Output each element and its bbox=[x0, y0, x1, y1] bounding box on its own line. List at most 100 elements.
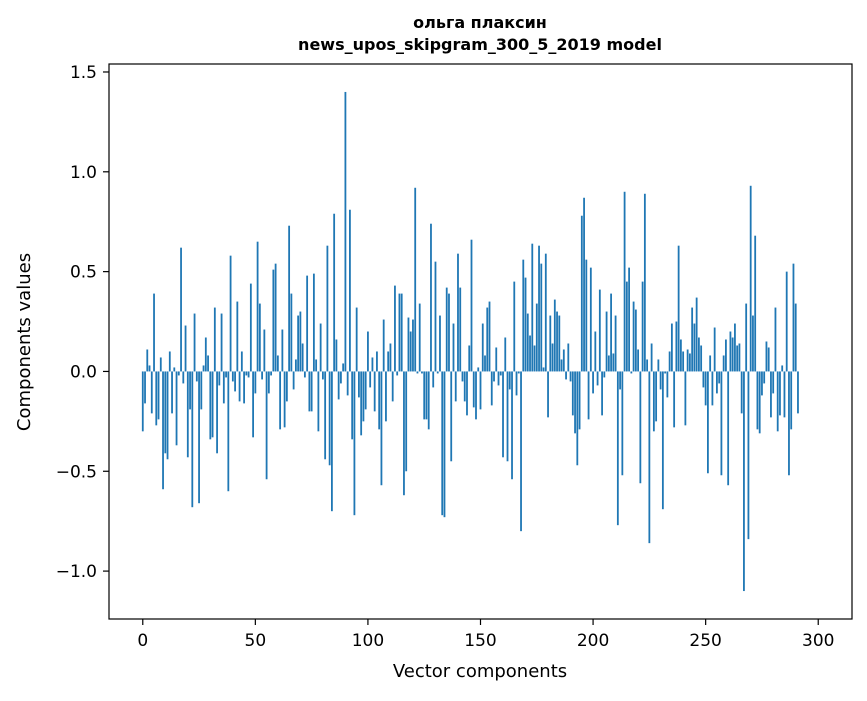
chart-title-line-1: ольга плаксин bbox=[413, 13, 547, 32]
bar-233 bbox=[666, 371, 669, 398]
bar-231 bbox=[661, 371, 664, 510]
bar-254 bbox=[713, 327, 716, 372]
bar-62 bbox=[281, 329, 284, 372]
bar-264 bbox=[736, 345, 739, 372]
bar-68 bbox=[294, 359, 297, 372]
bar-191 bbox=[571, 371, 574, 416]
bar-249 bbox=[702, 371, 705, 388]
bar-280 bbox=[772, 371, 775, 394]
y-tick-label: −1.0 bbox=[56, 562, 97, 582]
bar-165 bbox=[513, 281, 516, 372]
bar-78 bbox=[317, 371, 320, 432]
bar-91 bbox=[346, 371, 349, 396]
bar-228 bbox=[655, 371, 658, 422]
bar-72 bbox=[303, 371, 306, 378]
bar-237 bbox=[675, 321, 678, 372]
bar-92 bbox=[349, 209, 351, 372]
bar-138 bbox=[452, 323, 455, 372]
bar-210 bbox=[614, 315, 617, 372]
bar-4 bbox=[150, 371, 153, 414]
bar-147 bbox=[472, 371, 475, 408]
bar-1 bbox=[144, 371, 146, 404]
bar-123 bbox=[418, 303, 421, 372]
bar-24 bbox=[195, 371, 198, 382]
y-tick-label: −0.5 bbox=[56, 462, 97, 482]
bar-145 bbox=[468, 345, 471, 372]
bar-167 bbox=[517, 371, 520, 374]
x-tick-label: 100 bbox=[352, 631, 384, 651]
bar-52 bbox=[258, 303, 261, 372]
x-tick-label: 150 bbox=[464, 631, 496, 651]
x-axis-ticks: 0 50 100 150 200 250 300 bbox=[137, 619, 834, 651]
bar-18 bbox=[182, 371, 185, 384]
bar-100 bbox=[367, 331, 369, 372]
bar-57 bbox=[270, 371, 273, 376]
bar-30 bbox=[209, 371, 212, 440]
bar-13 bbox=[171, 371, 173, 414]
bar-40 bbox=[231, 371, 234, 382]
bar-132 bbox=[439, 315, 441, 372]
bar-279 bbox=[770, 371, 772, 418]
bar-196 bbox=[583, 197, 585, 372]
bar-31 bbox=[211, 371, 214, 438]
bar-182 bbox=[551, 343, 554, 372]
bar-160 bbox=[502, 371, 504, 458]
bar-200 bbox=[592, 371, 594, 394]
bar-288 bbox=[790, 371, 793, 430]
bar-8 bbox=[159, 357, 162, 372]
bar-192 bbox=[574, 371, 576, 434]
bar-11 bbox=[166, 371, 169, 460]
bar-19 bbox=[184, 325, 187, 372]
bar-230 bbox=[659, 371, 662, 390]
x-tick-label: 50 bbox=[245, 631, 267, 651]
bars-group bbox=[141, 91, 799, 592]
bar-61 bbox=[279, 371, 282, 430]
bar-135 bbox=[445, 287, 448, 372]
bar-37 bbox=[225, 371, 227, 378]
bar-44 bbox=[240, 351, 243, 372]
y-tick-label: 1.5 bbox=[70, 63, 97, 83]
bar-244 bbox=[691, 307, 694, 372]
bar-159 bbox=[499, 371, 502, 376]
bar-139 bbox=[454, 371, 457, 402]
bar-247 bbox=[697, 337, 700, 372]
bar-111 bbox=[391, 371, 394, 402]
bar-168 bbox=[520, 371, 522, 532]
bar-274 bbox=[758, 371, 761, 434]
bar-117 bbox=[405, 371, 408, 472]
bar-154 bbox=[488, 301, 491, 372]
bar-80 bbox=[321, 371, 324, 380]
bar-115 bbox=[400, 293, 403, 372]
bar-9 bbox=[162, 371, 164, 490]
bar-0 bbox=[141, 371, 144, 432]
bar-171 bbox=[526, 313, 529, 372]
bar-96 bbox=[358, 371, 360, 398]
bar-208 bbox=[610, 293, 612, 372]
bar-268 bbox=[745, 303, 748, 372]
bar-225 bbox=[648, 371, 651, 544]
bar-3 bbox=[148, 365, 151, 372]
bar-220 bbox=[637, 349, 640, 372]
bar-60 bbox=[276, 355, 279, 372]
bar-146 bbox=[470, 239, 473, 372]
bar-28 bbox=[204, 337, 207, 372]
bar-253 bbox=[711, 371, 714, 406]
y-axis-label: Components values bbox=[14, 253, 35, 431]
bar-26 bbox=[200, 371, 203, 410]
y-tick-label: 1.0 bbox=[70, 163, 97, 183]
bar-35 bbox=[220, 313, 223, 372]
bar-77 bbox=[315, 359, 318, 372]
bar-153 bbox=[486, 307, 489, 372]
bar-229 bbox=[657, 359, 660, 372]
bar-14 bbox=[173, 367, 176, 372]
bar-122 bbox=[416, 371, 419, 374]
bar-143 bbox=[463, 371, 466, 402]
bar-242 bbox=[686, 349, 689, 372]
bar-46 bbox=[245, 371, 248, 376]
bar-56 bbox=[267, 371, 270, 394]
bar-12 bbox=[168, 351, 171, 372]
bar-214 bbox=[623, 191, 626, 372]
bar-259 bbox=[725, 339, 727, 372]
bar-262 bbox=[731, 337, 734, 372]
